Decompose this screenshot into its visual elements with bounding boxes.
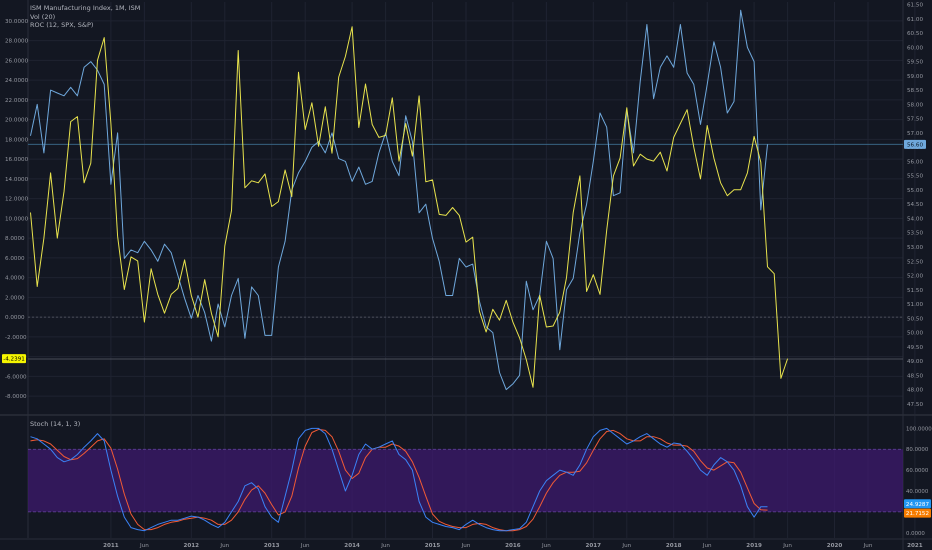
stoch-axis-tick-label: 0.0000 xyxy=(906,531,925,537)
right-axis-tick-label: 49.00 xyxy=(907,359,923,365)
right-axis-tick-label: 50.50 xyxy=(907,316,923,322)
time-axis-label: 2013 xyxy=(264,543,280,549)
stoch-k-last-label: 24.9287 xyxy=(906,502,930,508)
right-axis-tick-label: 57.00 xyxy=(907,131,923,137)
right-axis-tick-label: 53.00 xyxy=(907,245,923,251)
roc-line xyxy=(30,26,789,388)
right-axis-tick-label: 57.50 xyxy=(907,117,923,123)
right-axis-tick-label: 50.00 xyxy=(907,331,923,337)
left-axis-tick-label: -8.0000 xyxy=(5,394,27,400)
left-axis-tick-label: 10.0000 xyxy=(5,216,29,222)
right-axis-tick-label: 61.00 xyxy=(907,17,923,23)
stoch-d-last-label-bg xyxy=(904,508,931,518)
time-axis-label: Jun xyxy=(461,543,471,549)
left-axis-tick-label: -2.0000 xyxy=(5,335,27,341)
roc-last-label: -4.2391 xyxy=(3,357,25,363)
time-axis-label: 2016 xyxy=(505,543,521,549)
right-axis-tick-label: 58.00 xyxy=(907,102,923,108)
time-axis-label: Jun xyxy=(782,543,792,549)
ism-last-label-bg xyxy=(904,139,926,149)
right-axis-tick-label: 55.50 xyxy=(907,174,923,180)
roc-last-label-bg xyxy=(2,354,26,364)
time-axis-label: Jun xyxy=(139,543,149,549)
reference-lines-layer xyxy=(28,143,903,360)
stoch-axis-tick-label: 40.0000 xyxy=(906,489,929,495)
time-axis-label: Jun xyxy=(219,543,229,549)
time-axis-label: Jun xyxy=(541,543,551,549)
right-axis-tick-label: 60.50 xyxy=(907,31,923,37)
stoch-band xyxy=(28,449,903,512)
right-axis-tick-label: 48.50 xyxy=(907,373,923,379)
right-axis-tick-label: 56.00 xyxy=(907,159,923,165)
left-axis-tick-label: 26.0000 xyxy=(5,58,29,64)
right-axis-tick-label: 54.50 xyxy=(907,202,923,208)
left-axis-tick-label: 2.0000 xyxy=(5,295,25,301)
vol-legend: Vol (20) xyxy=(30,12,56,21)
right-axis-tick-label: 60.00 xyxy=(907,45,923,51)
time-axis-label: 2012 xyxy=(184,543,200,549)
left-axis-tick-label: 6.0000 xyxy=(5,256,25,262)
time-axis-label: 2020 xyxy=(827,543,843,549)
right-axis-tick-label: 59.50 xyxy=(907,60,923,66)
time-axis-label: Jun xyxy=(300,543,310,549)
right-axis-tick-label: 59.00 xyxy=(907,74,923,80)
left-axis-tick-label: 22.0000 xyxy=(5,98,29,104)
price-labels-layer: 56.60 -4.2391 24.9287 21.7152 xyxy=(2,139,931,518)
time-axis-label: 2014 xyxy=(344,543,360,549)
roc-legend: ROC (12, SPX, S&P) xyxy=(30,21,94,29)
main-legend: ISM Manufacturing Index, 1M, ISM Vol (20… xyxy=(30,4,140,30)
stoch-k-line xyxy=(30,427,768,532)
main-title: ISM Manufacturing Index, 1M, ISM xyxy=(30,4,141,12)
left-axis-tick-label: 24.0000 xyxy=(5,78,29,84)
left-axis-tick-label: 20.0000 xyxy=(5,118,29,124)
time-axis-label: 2021 xyxy=(907,543,923,549)
stoch-axis-tick-label: 100.0000 xyxy=(906,426,932,432)
stoch-d-line xyxy=(30,428,768,532)
right-axis-tick-label: 52.00 xyxy=(907,274,923,280)
right-axis-tick-label: 55.00 xyxy=(907,188,923,194)
stoch-axis-tick-label: 80.0000 xyxy=(906,447,929,453)
right-axis-tick-label: 51.00 xyxy=(907,302,923,308)
left-axis-tick-label: 8.0000 xyxy=(5,236,25,242)
time-axis-label: 2015 xyxy=(425,543,441,549)
stoch-legend: Stoch (14, 1, 3) xyxy=(30,420,81,428)
right-axis-tick-label: 49.50 xyxy=(907,345,923,351)
time-axis-label: Jun xyxy=(863,543,873,549)
left-axis-tick-label: 12.0000 xyxy=(5,197,29,203)
time-axis-label: Jun xyxy=(702,543,712,549)
right-axis-tick-label: 52.50 xyxy=(907,259,923,265)
ism-last-label: 56.60 xyxy=(907,142,923,148)
left-axis-tick-label: 18.0000 xyxy=(5,137,29,143)
stoch-axis-tick-label: 60.0000 xyxy=(906,468,929,474)
stoch-band-layer xyxy=(28,448,903,513)
right-axis-tick-label: 51.50 xyxy=(907,288,923,294)
time-axis-label: 2017 xyxy=(586,543,602,549)
stoch-d-last-label: 21.7152 xyxy=(906,511,929,517)
right-axis-tick-label: 53.50 xyxy=(907,231,923,237)
left-axis-tick-label: 4.0000 xyxy=(5,276,25,282)
left-axis-tick-label: -6.0000 xyxy=(5,374,27,380)
right-axis-tick-label: 58.50 xyxy=(907,88,923,94)
right-axis-tick-label: 48.00 xyxy=(907,388,923,394)
left-axis-tick-label: 30.0000 xyxy=(5,19,29,25)
stoch-k-last-label-bg xyxy=(904,499,931,509)
left-axis-tick-label: 14.0000 xyxy=(5,177,29,183)
right-axis-tick-label: 61.50 xyxy=(907,3,923,9)
left-axis-tick-label: 0.0000 xyxy=(5,315,25,321)
ism-line xyxy=(30,9,768,391)
time-axis-label: Jun xyxy=(621,543,631,549)
series-layer xyxy=(30,9,789,532)
time-axis-label: 2019 xyxy=(746,543,762,549)
time-axis-label: 2018 xyxy=(666,543,682,549)
right-axis-tick-label: 47.50 xyxy=(907,402,923,408)
right-axis-tick-label: 54.00 xyxy=(907,216,923,222)
left-axis-tick-label: 28.0000 xyxy=(5,39,29,45)
time-axis-label: 2011 xyxy=(103,543,119,549)
left-axis-tick-label: 16.0000 xyxy=(5,157,29,163)
time-axis-label: Jun xyxy=(380,543,390,549)
